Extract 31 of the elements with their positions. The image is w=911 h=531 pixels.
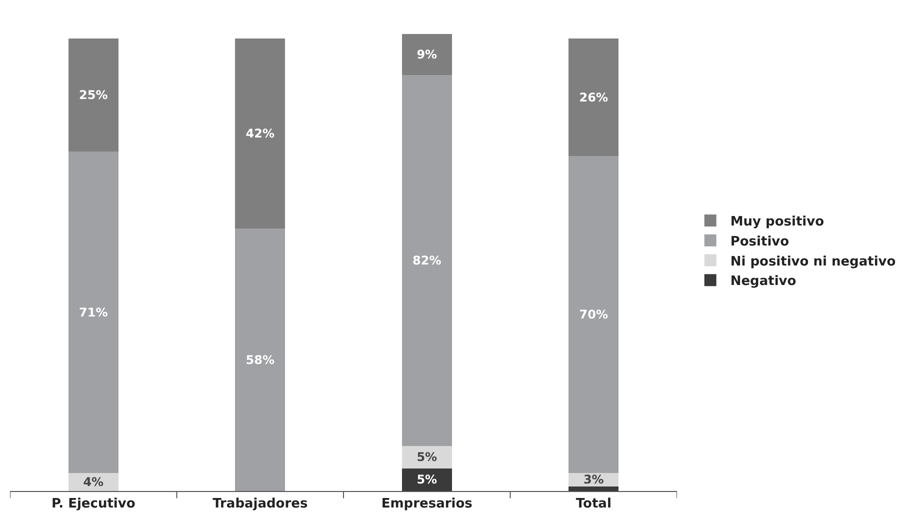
legend-label: Muy positivo xyxy=(730,214,824,230)
bar xyxy=(402,446,452,468)
x-tick-label: P. Ejecutivo xyxy=(51,496,136,512)
data-label: 58% xyxy=(246,352,274,367)
x-tick-label: Empresarios xyxy=(381,496,473,512)
data-label: 4% xyxy=(83,474,104,489)
bar xyxy=(402,34,452,75)
bar xyxy=(235,228,286,491)
data-label: 5% xyxy=(416,472,438,487)
x-tick-label: Trabajadores xyxy=(212,496,308,512)
bar xyxy=(568,156,619,473)
bar xyxy=(568,486,619,491)
data-label: 5% xyxy=(416,450,438,464)
data-label: 3% xyxy=(583,472,604,487)
bar xyxy=(402,468,452,491)
legend-label: Negativo xyxy=(730,274,796,290)
bar xyxy=(568,38,619,156)
bar xyxy=(68,38,118,152)
data-label: 9% xyxy=(416,47,438,62)
data-label: 71% xyxy=(79,305,108,320)
data-label: 70% xyxy=(579,308,608,322)
data-label: 26% xyxy=(579,90,608,104)
legend-label: Positivo xyxy=(730,234,790,250)
bar xyxy=(235,38,286,229)
legend-label: Ni positivo ni negativo xyxy=(730,254,896,270)
x-tick-label: Total xyxy=(576,496,612,512)
bar xyxy=(68,152,118,473)
data-label: 42% xyxy=(246,126,274,141)
data-label: 25% xyxy=(79,88,108,102)
bar xyxy=(402,74,452,446)
data-label: 82% xyxy=(412,253,442,268)
